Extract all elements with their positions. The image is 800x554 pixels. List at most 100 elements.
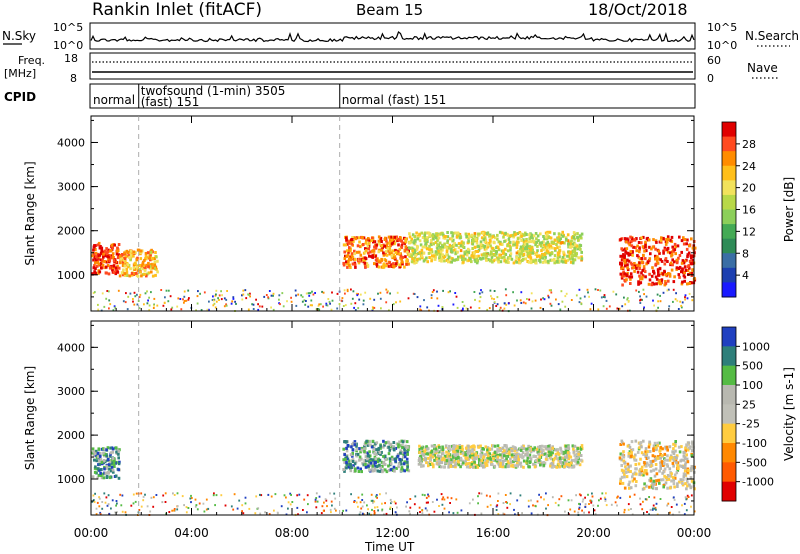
- heatmap-cell: [254, 512, 257, 515]
- heatmap-cell: [398, 236, 402, 239]
- heatmap-cell: [223, 297, 226, 300]
- heatmap-cell: [689, 486, 693, 490]
- heatmap-cell: [382, 251, 385, 255]
- heatmap-cell: [644, 452, 647, 456]
- heatmap-cell: [461, 309, 464, 312]
- heatmap-cell: [673, 242, 677, 246]
- heatmap-cell: [368, 239, 371, 243]
- heatmap-cell: [541, 256, 544, 260]
- heatmap-cell: [394, 457, 398, 461]
- heatmap-cell: [608, 305, 611, 308]
- heatmap-cell: [509, 252, 513, 256]
- heatmap-cell: [115, 252, 119, 256]
- heatmap-cell: [387, 290, 389, 293]
- heatmap-cell: [362, 243, 365, 246]
- heatmap-cell: [394, 511, 397, 514]
- heatmap-cell: [520, 302, 523, 304]
- heatmap-cell: [403, 469, 406, 473]
- heatmap-cell: [119, 257, 123, 261]
- heatmap-cell: [406, 452, 409, 456]
- heatmap-cell: [417, 462, 421, 466]
- heatmap-cell: [641, 245, 645, 249]
- heatmap-cell: [634, 246, 637, 249]
- heatmap-cell: [575, 448, 579, 452]
- x-tick-label: 04:00: [174, 526, 209, 540]
- heatmap-cell: [555, 465, 558, 469]
- heatmap-cell: [315, 506, 318, 509]
- heatmap-cell: [438, 241, 442, 245]
- heatmap-cell: [475, 261, 479, 265]
- heatmap-cell: [503, 255, 506, 259]
- heatmap-cell: [364, 462, 367, 466]
- heatmap-cell: [141, 273, 145, 277]
- heatmap-cell: [591, 495, 594, 498]
- heatmap-cell: [143, 272, 146, 276]
- heatmap-cell: [502, 459, 505, 463]
- heatmap-cell: [485, 462, 488, 465]
- heatmap-cell: [682, 458, 686, 462]
- heatmap-cell: [454, 292, 457, 294]
- heatmap-cell: [350, 493, 352, 496]
- heatmap-cell: [476, 232, 480, 236]
- heatmap-cell: [638, 250, 641, 254]
- heatmap-cell: [98, 496, 100, 499]
- heatmap-cell: [213, 492, 215, 495]
- heatmap-cell: [571, 465, 574, 469]
- heatmap-cell: [124, 301, 127, 304]
- heatmap-cell: [419, 243, 423, 247]
- heatmap-cell: [552, 241, 556, 245]
- heatmap-cell: [465, 250, 468, 254]
- heatmap-cell: [350, 302, 353, 305]
- heatmap-cell: [540, 447, 543, 451]
- heatmap-cell: [684, 268, 688, 272]
- heatmap-cell: [358, 458, 361, 462]
- heatmap-cell: [664, 280, 667, 283]
- heatmap-cell: [534, 232, 538, 235]
- heatmap-cell: [547, 243, 551, 246]
- heatmap-cell: [565, 459, 568, 463]
- heatmap-cell: [117, 243, 121, 246]
- heatmap-cell: [344, 440, 348, 444]
- heatmap-cell: [570, 459, 574, 463]
- heatmap-cell: [522, 301, 525, 304]
- heatmap-cell: [396, 291, 399, 294]
- heatmap-cell: [381, 469, 385, 473]
- heatmap-cell: [434, 255, 437, 259]
- heatmap-cell: [640, 271, 643, 275]
- heatmap-cell: [375, 494, 378, 497]
- heatmap-cell: [359, 253, 363, 257]
- heatmap-cell: [376, 257, 379, 261]
- heatmap-cell: [353, 501, 355, 503]
- heatmap-cell: [389, 442, 393, 446]
- heatmap-cell: [536, 244, 539, 248]
- heatmap-cell: [635, 237, 638, 241]
- heatmap-cell: [467, 232, 470, 236]
- heatmap-cell: [135, 492, 138, 495]
- heatmap-cell: [648, 450, 652, 453]
- heatmap-cell: [648, 485, 651, 489]
- heatmap-cell: [656, 268, 660, 272]
- heatmap-cell: [676, 485, 679, 488]
- heatmap-cell: [496, 237, 499, 241]
- heatmap-cell: [115, 500, 118, 502]
- heatmap-cell: [121, 510, 124, 513]
- heatmap-cell: [484, 453, 487, 457]
- heatmap-cell: [638, 290, 640, 293]
- heatmap-cell: [540, 444, 544, 448]
- heatmap-cell: [394, 459, 397, 463]
- heatmap-cell: [364, 241, 368, 245]
- heatmap-cell: [345, 457, 349, 461]
- heatmap-cell: [474, 255, 478, 258]
- heatmap-cell: [463, 304, 466, 307]
- heatmap-cell: [346, 249, 349, 253]
- heatmap-cell: [587, 493, 589, 496]
- heatmap-cell: [677, 267, 681, 270]
- heatmap-cell: [515, 464, 519, 468]
- heatmap-cell: [110, 459, 113, 463]
- heatmap-cell: [532, 504, 534, 507]
- heatmap-cell: [375, 465, 379, 469]
- heatmap-cell: [535, 255, 539, 258]
- heatmap-cell: [649, 469, 653, 473]
- heatmap-cell: [268, 513, 271, 516]
- heatmap-cell: [372, 308, 374, 311]
